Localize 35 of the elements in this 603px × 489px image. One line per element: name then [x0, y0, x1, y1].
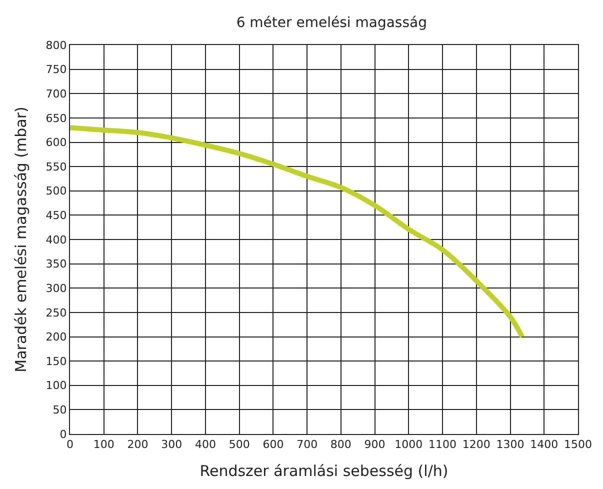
x-tick-label: 1200 — [462, 438, 490, 452]
x-tick-label: 900 — [364, 438, 386, 452]
x-tick-label: 500 — [228, 438, 250, 452]
x-tick-label: 1100 — [428, 438, 457, 452]
y-tick-label: 700 — [46, 87, 67, 100]
x-tick-label: 100 — [93, 438, 114, 452]
x-tick-label: 400 — [194, 438, 216, 452]
y-tick-label: 450 — [46, 209, 67, 222]
y-tick-label: 300 — [46, 282, 67, 295]
y-tick-label: 100 — [46, 379, 67, 392]
y-tick-label: 500 — [46, 184, 67, 198]
y-tick-label: 0 — [60, 428, 67, 441]
x-tick-label: 1500 — [564, 438, 592, 452]
x-tick-label: 800 — [330, 438, 352, 452]
y-tick-label: 200 — [46, 330, 67, 344]
y-tick-label: 50 — [52, 404, 67, 417]
y-tick-label: 250 — [46, 306, 67, 320]
y-tick-label: 750 — [46, 63, 67, 76]
y-tick-label: 550 — [46, 160, 67, 174]
x-tick-label: 600 — [262, 438, 284, 452]
x-tick-label: 200 — [127, 438, 148, 452]
x-tick-label: 1000 — [394, 438, 423, 452]
y-axis-title: Maradék emelési magasság (mbar) — [12, 106, 30, 372]
y-tick-label: 650 — [46, 112, 67, 125]
x-tick-label: 700 — [296, 438, 318, 452]
y-tick-label: 350 — [46, 258, 67, 271]
chart-title: 6 méter emelési magasság — [236, 14, 427, 31]
x-axis-title: Rendszer áramlási sebesség (l/h) — [200, 462, 448, 480]
y-tick-label: 800 — [46, 38, 67, 52]
x-tick-label: 1300 — [496, 438, 524, 452]
x-tick-label: 1400 — [530, 438, 558, 452]
y-tick-label: 600 — [46, 136, 67, 150]
y-tick-label: 150 — [46, 354, 67, 368]
y-tick-label: 400 — [46, 233, 67, 246]
x-tick-label: 300 — [161, 438, 182, 452]
